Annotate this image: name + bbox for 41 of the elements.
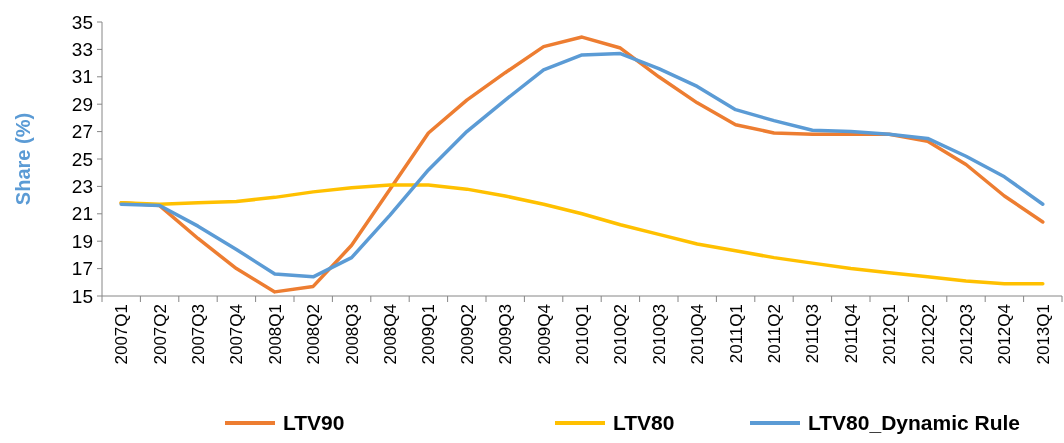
y-tick-label: 15 bbox=[71, 285, 93, 307]
y-tick-label: 29 bbox=[71, 93, 93, 115]
y-tick-label: 17 bbox=[71, 258, 93, 280]
x-tick-label: 2010Q3 bbox=[649, 304, 669, 365]
y-axis-title: Share (%) bbox=[12, 112, 34, 206]
x-tick-label: 2012Q1 bbox=[880, 304, 900, 365]
x-tick-label: 2010Q1 bbox=[572, 304, 592, 365]
y-tick-label: 33 bbox=[71, 39, 93, 61]
x-tick-label: 2009Q2 bbox=[457, 304, 477, 365]
y-tick-label: 21 bbox=[71, 203, 93, 225]
x-tick-label: 2011Q4 bbox=[841, 304, 861, 364]
x-tick-label: 2011Q2 bbox=[764, 304, 784, 364]
x-tick-label: 2012Q4 bbox=[995, 304, 1015, 365]
y-tick-label: 25 bbox=[71, 148, 93, 170]
legend-label: LTV80 bbox=[613, 411, 675, 434]
x-tick-label: 2007Q1 bbox=[112, 304, 132, 365]
y-tick-label: 27 bbox=[71, 121, 93, 143]
legend-label: LTV80_Dynamic Rule bbox=[808, 411, 1021, 434]
x-tick-label: 2012Q3 bbox=[956, 304, 976, 365]
x-tick-label: 2009Q4 bbox=[534, 304, 554, 365]
x-tick-label: 2009Q3 bbox=[496, 304, 516, 365]
x-tick-label: 2007Q3 bbox=[188, 304, 208, 365]
legend-label: LTV90 bbox=[283, 411, 345, 434]
y-tick-label: 19 bbox=[71, 230, 93, 252]
y-tick-label: 23 bbox=[71, 176, 93, 198]
x-tick-label: 2009Q1 bbox=[419, 304, 439, 365]
x-tick-label: 2010Q4 bbox=[688, 304, 708, 365]
x-tick-label: 2013Q1 bbox=[1033, 304, 1053, 365]
x-tick-label: 2008Q4 bbox=[380, 304, 400, 365]
x-tick-label: 2007Q4 bbox=[227, 304, 247, 365]
x-tick-label: 2008Q2 bbox=[304, 304, 324, 365]
x-tick-label: 2011Q1 bbox=[726, 304, 746, 364]
x-tick-label: 2010Q2 bbox=[611, 304, 631, 365]
x-tick-label: 2011Q3 bbox=[803, 304, 823, 364]
x-tick-label: 2008Q3 bbox=[342, 304, 362, 365]
x-tick-label: 2008Q1 bbox=[265, 304, 285, 365]
line-series bbox=[119, 183, 1045, 286]
x-tick-label: 2012Q2 bbox=[918, 304, 938, 365]
y-tick-label: 35 bbox=[71, 11, 93, 33]
y-tick-label: 31 bbox=[71, 66, 93, 88]
x-tick-label: 2007Q2 bbox=[150, 304, 170, 365]
